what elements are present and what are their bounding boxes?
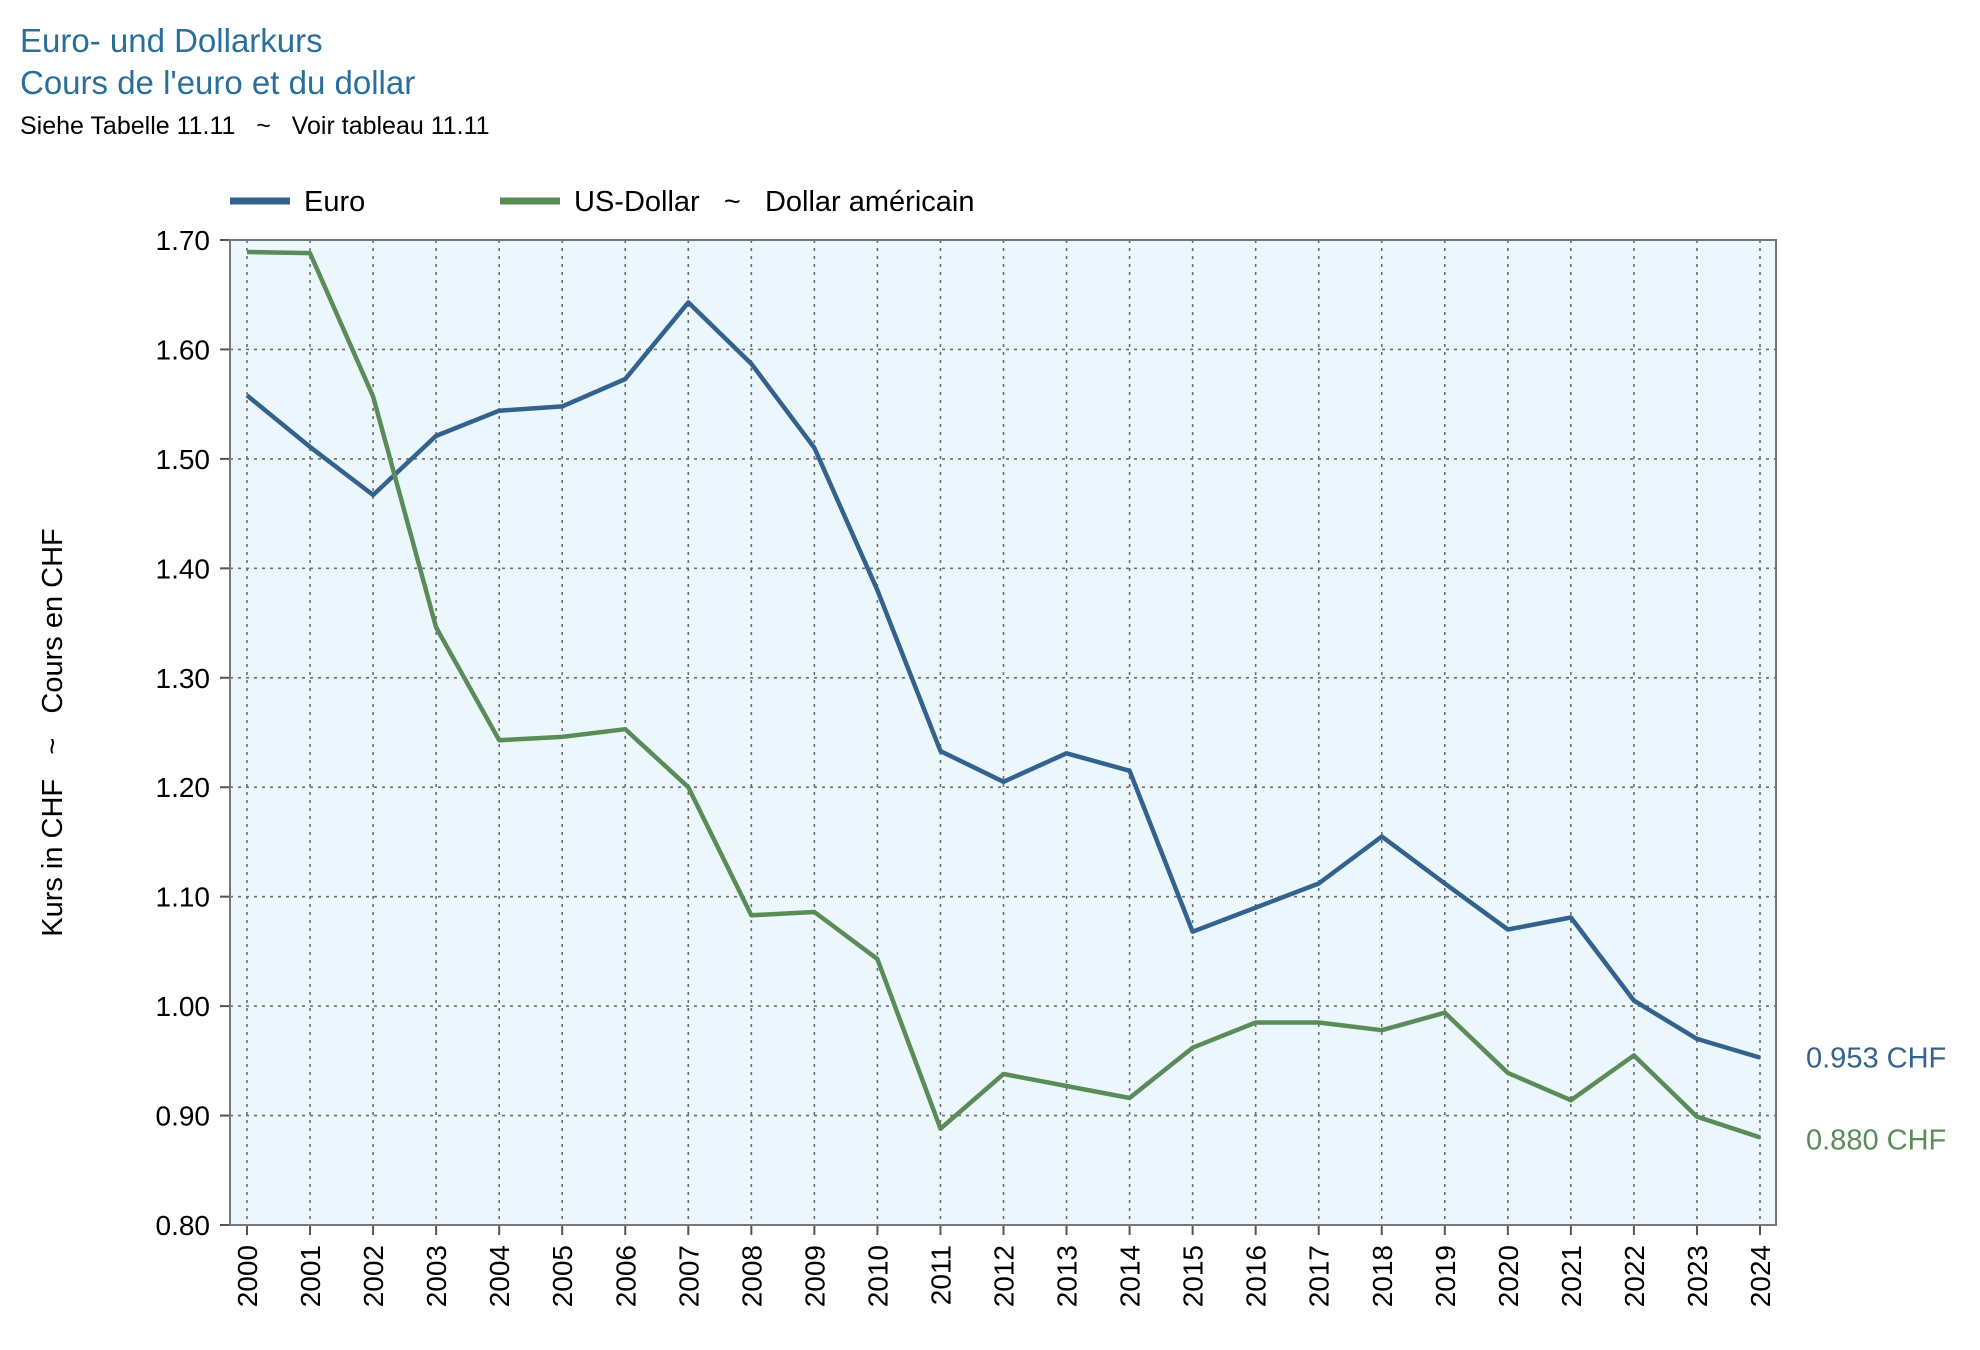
y-tick-label: 1.70 bbox=[156, 225, 211, 256]
y-tick-label: 1.40 bbox=[156, 553, 211, 584]
x-tick-label: 2020 bbox=[1493, 1245, 1524, 1307]
x-tick-label: 2022 bbox=[1619, 1245, 1650, 1307]
chart-subtitle: Siehe Tabelle 11.11 ~ Voir tableau 11.11 bbox=[20, 112, 490, 140]
end-label-usd: 0.880 CHF bbox=[1806, 1124, 1946, 1156]
plot-frame bbox=[229, 239, 1777, 1226]
series-lines bbox=[245, 249, 1761, 1140]
y-tick-label: 1.20 bbox=[156, 772, 211, 803]
x-tick-label: 2001 bbox=[295, 1245, 326, 1307]
y-tick-label: 1.30 bbox=[156, 663, 211, 694]
x-tick-label: 2012 bbox=[989, 1245, 1020, 1307]
x-tick-label: 2003 bbox=[421, 1245, 452, 1307]
y-tick-label: 1.50 bbox=[156, 444, 211, 475]
chart-title-fr: Cours de l'euro et du dollar bbox=[20, 64, 416, 101]
x-tick-label: 2000 bbox=[232, 1245, 263, 1307]
x-tick-label: 2024 bbox=[1745, 1245, 1776, 1307]
y-axis-ticks: 0.80 0.90 1.00 1.10 1.20 1.30 1.40 1.50 1.60 1.70 bbox=[156, 225, 230, 1241]
grid-lines bbox=[230, 240, 1776, 1225]
plot-area bbox=[230, 240, 1776, 1225]
x-tick-label: 2014 bbox=[1115, 1245, 1146, 1307]
x-tick-label: 2016 bbox=[1241, 1245, 1272, 1307]
x-tick-label: 2021 bbox=[1556, 1245, 1587, 1307]
x-tick-label: 2015 bbox=[1178, 1245, 1209, 1307]
legend: Euro US-Dollar ~ Dollar américain bbox=[230, 186, 974, 218]
y-tick-label: 1.10 bbox=[156, 882, 211, 913]
x-tick-label: 2007 bbox=[673, 1245, 704, 1307]
x-tick-label: 2013 bbox=[1052, 1245, 1083, 1307]
x-tick-label: 2017 bbox=[1304, 1245, 1335, 1307]
x-tick-label: 2009 bbox=[799, 1245, 830, 1307]
x-tick-label: 2011 bbox=[925, 1245, 956, 1305]
x-tick-label: 2023 bbox=[1682, 1245, 1713, 1307]
x-tick-label: 2019 bbox=[1430, 1245, 1461, 1307]
legend-label-usd: US-Dollar ~ Dollar américain bbox=[574, 186, 974, 218]
euro-line bbox=[245, 300, 1761, 1060]
y-tick-label: 1.00 bbox=[156, 991, 211, 1022]
x-tick-label: 2008 bbox=[736, 1245, 767, 1307]
y-tick-label: 0.80 bbox=[156, 1210, 211, 1241]
x-tick-label: 2004 bbox=[484, 1245, 515, 1307]
end-label-euro: 0.953 CHF bbox=[1806, 1043, 1946, 1075]
x-tick-label: 2002 bbox=[358, 1245, 389, 1307]
x-axis-ticks: 2000 2001 2002 2003 2004 2005 2006 2007 2008 2009… bbox=[232, 1225, 1776, 1307]
legend-label-euro: Euro bbox=[304, 186, 365, 218]
x-tick-label: 2006 bbox=[610, 1245, 641, 1307]
y-tick-label: 0.90 bbox=[156, 1101, 211, 1132]
x-tick-label: 2005 bbox=[547, 1245, 578, 1307]
chart-title-de: Euro- und Dollarkurs bbox=[20, 22, 323, 59]
x-tick-label: 2018 bbox=[1367, 1245, 1398, 1307]
end-labels: 0.953 CHF 0.880 CHF bbox=[1806, 1043, 1946, 1157]
y-axis-label: Kurs in CHF ~ Cours en CHF bbox=[37, 528, 69, 937]
y-tick-label: 1.60 bbox=[156, 334, 211, 365]
usd-line bbox=[246, 249, 1761, 1140]
x-tick-label: 2010 bbox=[862, 1245, 893, 1307]
